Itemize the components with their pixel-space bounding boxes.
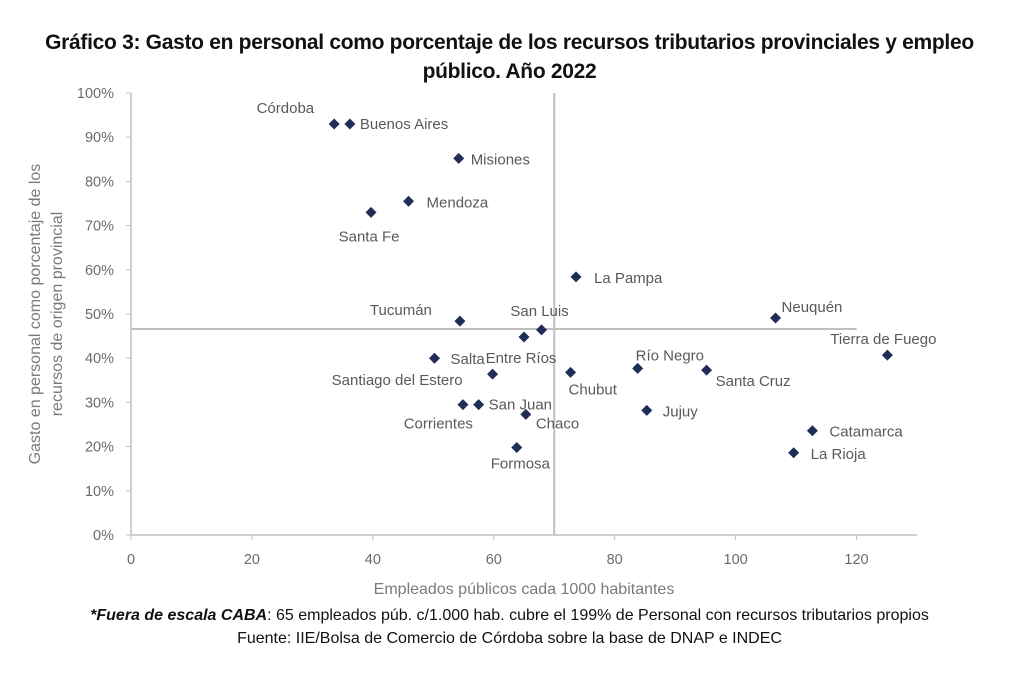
point-chaco [520, 408, 532, 420]
point-la-pampa [570, 271, 582, 283]
y-tick-label: 20% [85, 440, 114, 456]
label-la-rioja: La Rioja [811, 446, 867, 463]
point-tierra-de-fuego [881, 349, 893, 361]
y-tick-label: 10% [85, 484, 114, 500]
footnote: *Fuera de escala CABA: 65 empleados púb.… [0, 604, 1019, 650]
label-entre-rios: Entre Ríos [486, 350, 557, 367]
label-chubut: Chubut [569, 381, 618, 398]
label-formosa: Formosa [491, 455, 551, 472]
label-santa-cruz: Santa Cruz [716, 373, 791, 390]
reference-lines [131, 93, 857, 535]
y-tick-label: 80% [85, 174, 114, 190]
label-jujuy: Jujuy [663, 403, 699, 420]
chart-title: Gráfico 3: Gasto en personal como porcen… [0, 28, 1019, 86]
label-tierra-de-fuego: Tierra de Fuego [830, 331, 936, 348]
point-corrientes [457, 399, 469, 411]
chart-title-line-2: público. Año 2022 [422, 60, 597, 83]
y-tick-label: 30% [85, 395, 114, 411]
point-mendoza [403, 195, 415, 207]
point-santiago-del-estero [487, 368, 499, 380]
point-san-juan [473, 399, 485, 411]
point-san-luis [536, 324, 548, 336]
y-tick-label: 90% [85, 130, 114, 146]
point-santa-cruz [701, 364, 713, 376]
data-points [328, 118, 893, 459]
chart-title-line-1: Gráfico 3: Gasto en personal como porcen… [45, 31, 974, 54]
label-san-luis: San Luis [510, 303, 568, 320]
label-salta: Salta [451, 351, 486, 368]
point-chubut [565, 366, 577, 378]
label-santa-fe: Santa Fe [339, 228, 400, 245]
label-neuquen: Neuquén [782, 299, 843, 316]
y-tick-label: 100% [77, 86, 114, 102]
footnote-bold: *Fuera de escala CABA [90, 607, 268, 624]
point-entre-rios [518, 331, 530, 343]
point-buenos-aires [344, 118, 356, 130]
y-tick-label: 60% [85, 263, 114, 279]
y-tick-label: 50% [85, 307, 114, 323]
x-tick-label: 120 [844, 552, 868, 568]
footnote-caba: *Fuera de escala CABA: 65 empleados púb.… [0, 604, 1019, 627]
y-tick-label: 40% [85, 351, 114, 367]
point-neuquen [770, 312, 782, 324]
tick-labels: 0% 10% 20% 30% 40% 50% 60% 70% 80% 90% 100% 0 20 40 60… [77, 86, 869, 568]
x-axis-title: Empleados públicos cada 1000 habitantes [374, 581, 675, 598]
label-misiones: Misiones [471, 151, 530, 168]
x-tick-label: 60 [486, 552, 502, 568]
y-axis-title-line-1: Gasto en personal como porcentaje de los [27, 164, 44, 465]
label-mendoza: Mendoza [427, 194, 489, 211]
point-la-rioja [788, 447, 800, 459]
point-cordoba [328, 118, 340, 130]
label-san-juan: San Juan [489, 397, 552, 414]
axes [126, 92, 917, 540]
footnote-source: Fuente: IIE/Bolsa de Comercio de Córdoba… [237, 630, 782, 647]
x-tick-label: 80 [607, 552, 623, 568]
label-santiago-del-estero: Santiago del Estero [332, 372, 463, 389]
label-catamarca: Catamarca [829, 424, 903, 441]
point-salta [429, 352, 441, 364]
x-tick-label: 100 [724, 552, 748, 568]
y-tick-label: 70% [85, 219, 114, 235]
label-tucuman: Tucumán [370, 302, 432, 319]
label-rio-negro: Río Negro [636, 347, 704, 364]
footnote-rest: : 65 empleados púb. c/1.000 hab. cubre e… [267, 607, 929, 624]
point-misiones [453, 152, 465, 164]
point-santa-fe [365, 206, 377, 218]
point-catamarca [806, 425, 818, 437]
point-tucuman [454, 315, 466, 327]
x-tick-label: 20 [244, 552, 260, 568]
label-chaco: Chaco [536, 415, 579, 432]
point-labels: Córdoba Buenos Aires Misiones Mendoza Santa … [257, 100, 937, 473]
label-corrientes: Corrientes [404, 416, 473, 433]
y-axis-title: Gasto en personal como porcentaje de los… [27, 164, 66, 465]
point-rio-negro [632, 362, 644, 374]
label-buenos-aires: Buenos Aires [360, 116, 448, 133]
y-axis-title-line-2: recursos de origen provincial [49, 212, 66, 417]
x-tick-label: 0 [127, 552, 135, 568]
point-jujuy [641, 404, 653, 416]
label-la-pampa: La Pampa [594, 270, 663, 287]
point-formosa [511, 441, 523, 453]
label-cordoba: Córdoba [257, 100, 315, 117]
y-tick-label: 0% [93, 528, 114, 544]
x-tick-label: 40 [365, 552, 381, 568]
